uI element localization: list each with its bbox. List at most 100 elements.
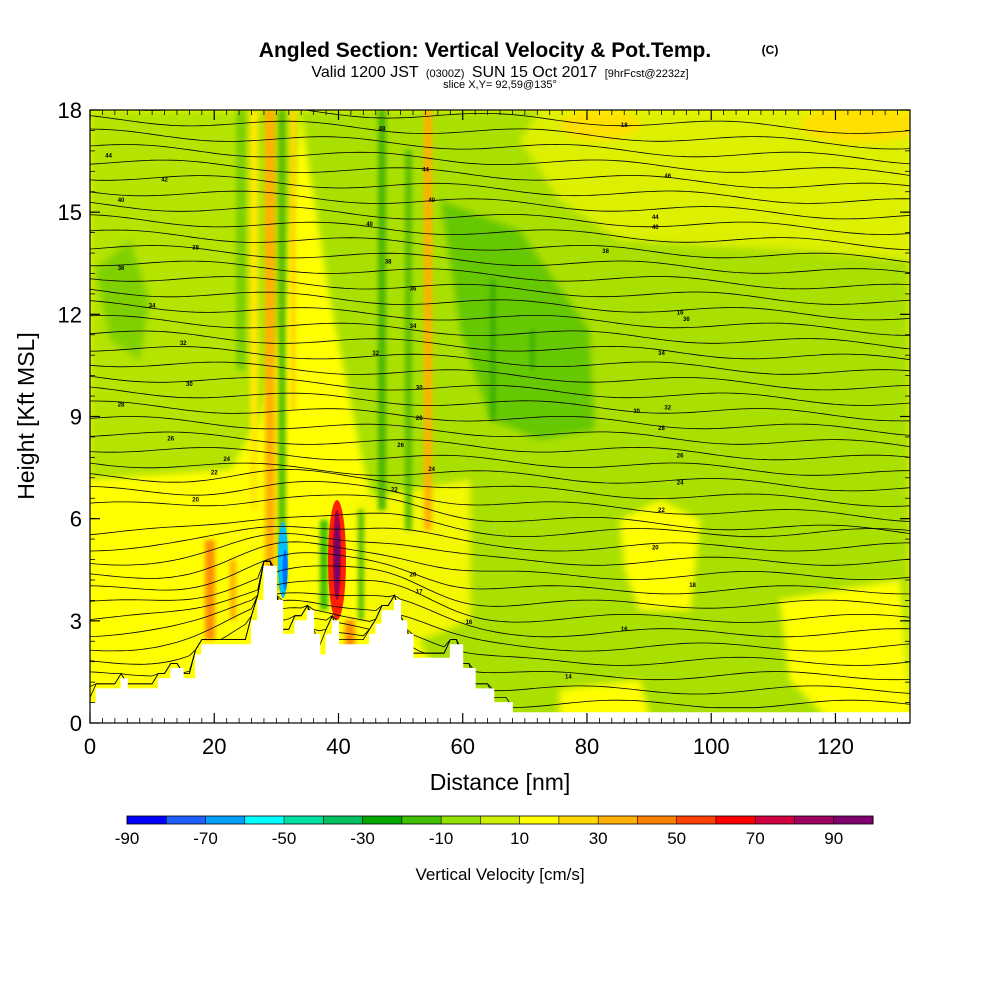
isentrope-line [90, 560, 910, 666]
green-streak-7 [320, 520, 328, 610]
isentrope-line [90, 375, 910, 406]
isentrope-line [90, 346, 910, 375]
isentrope-line [90, 159, 910, 189]
isentrope-line [90, 300, 910, 336]
theta-label: 20 [410, 573, 417, 579]
y-tick-label: 12 [58, 302, 82, 327]
theta-label: 26 [677, 453, 684, 459]
colorbar-swatch [244, 816, 285, 824]
terrain [90, 565, 910, 723]
isentrope-line [90, 115, 910, 150]
x-tick-label: 80 [575, 734, 599, 759]
theta-label: 34 [149, 304, 156, 310]
theta-label: 24 [223, 457, 230, 463]
isentrope-line [90, 468, 910, 507]
colorbar-tick-label: 70 [746, 829, 765, 848]
x-tick-label: 20 [202, 734, 226, 759]
x-tick-label: 100 [693, 734, 730, 759]
velocity-field [90, 110, 910, 720]
green-streak-8 [358, 510, 364, 620]
isentrope-line [90, 560, 910, 623]
theta-label: 38 [385, 259, 392, 265]
isentrope-line [90, 533, 910, 566]
theta-label: 42 [161, 178, 168, 184]
isentrope-line [90, 525, 910, 552]
isentrope-line [90, 361, 910, 391]
theta-label: 38 [602, 249, 609, 255]
theta-label: 16 [466, 620, 473, 626]
yellow-patch-top-right [800, 110, 910, 143]
colorbar-swatch [166, 816, 207, 824]
x-axis: 0 20 40 60 80 100 120 [84, 110, 911, 759]
colorbar-swatch [755, 816, 795, 824]
isentrope-line [90, 462, 910, 492]
theta-label: 36 [410, 286, 417, 292]
colorbar-swatch [284, 816, 324, 824]
theta-label: 44 [422, 167, 429, 173]
isentrope-line [90, 315, 910, 350]
colorbar-tick-label: -30 [350, 829, 375, 848]
colorbar-swatch [794, 816, 835, 824]
y-tick-label: 18 [58, 98, 82, 123]
theta-label: 17 [416, 590, 423, 596]
yellow-bottom-mid [560, 680, 650, 720]
isentrope-line [90, 144, 910, 176]
isentrope-line [90, 260, 910, 290]
green-band-left [95, 240, 150, 360]
orange-low [345, 620, 355, 655]
theta-label: 44 [105, 154, 112, 160]
isentrope-line [90, 481, 910, 522]
theta-label: 20 [652, 545, 659, 551]
isentrope-line [90, 288, 910, 321]
y-tick-label: 0 [70, 711, 82, 736]
y-tick-label: 3 [70, 609, 82, 634]
theta-label: 18 [621, 123, 628, 129]
isentrope-line [90, 560, 910, 609]
theta-label: 26 [167, 436, 174, 442]
colorbar-swatch [676, 816, 717, 824]
theta-label: 22 [658, 508, 665, 514]
isentrope-line [90, 190, 910, 220]
isentrope-line [90, 201, 910, 235]
theta-label: 28 [658, 426, 665, 432]
colorbar-swatch [362, 816, 403, 824]
isentrope-line [90, 330, 910, 361]
theta-label: 28 [118, 402, 125, 408]
isentrope-line [90, 494, 910, 534]
copyright-mark: (C) [762, 43, 779, 57]
isentrope-line [90, 400, 910, 436]
colorbar-swatch [127, 816, 167, 824]
valid-date: SUN 15 Oct 2017 [472, 64, 598, 81]
plot-area: 16 18 44 40 46 44 40 38 36 34 32 30 28 26 24 22 20 18 16 14… [90, 110, 910, 723]
theta-label: 26 [397, 443, 404, 449]
colorbar: -90 -70 -50 -30 -10 10 30 50 70 90 [115, 815, 874, 848]
theta-label: 32 [372, 351, 379, 357]
theta-label: 16 [621, 627, 628, 633]
y-axis-label: Height [Kft MSL] [13, 332, 39, 499]
orange-streak-3 [290, 110, 296, 410]
orange-streak-1 [265, 110, 275, 570]
theta-label: 36 [118, 266, 125, 272]
valid-forecast: [9hrFcst@2232z] [605, 68, 689, 80]
valid-utc: (0300Z) [426, 68, 465, 80]
theta-label: 34 [410, 324, 417, 330]
theta-label: 36 [683, 317, 690, 323]
theta-labels: 16 18 44 40 46 44 40 38 36 34 32 30 28 26 24 22 20 18 16 14… [105, 123, 696, 681]
orange-streak-left-2 [230, 560, 236, 620]
theta-label: 14 [565, 675, 572, 681]
colorbar-swatch [715, 816, 756, 824]
colorbar-swatch [401, 816, 442, 824]
green-streak-4 [236, 110, 246, 370]
isentrope-line [90, 552, 910, 595]
y-tick-label: 15 [58, 200, 82, 225]
slice-info: slice X,Y= 92,59@135° [443, 79, 557, 91]
green-streak-2 [378, 110, 386, 510]
isentrope-line [90, 276, 910, 305]
x-tick-label: 120 [817, 734, 854, 759]
colorbar-tick-label: 90 [824, 829, 843, 848]
y-tick-label: 6 [70, 507, 82, 532]
theta-label: 34 [658, 351, 665, 357]
isentrope-line [90, 512, 910, 538]
